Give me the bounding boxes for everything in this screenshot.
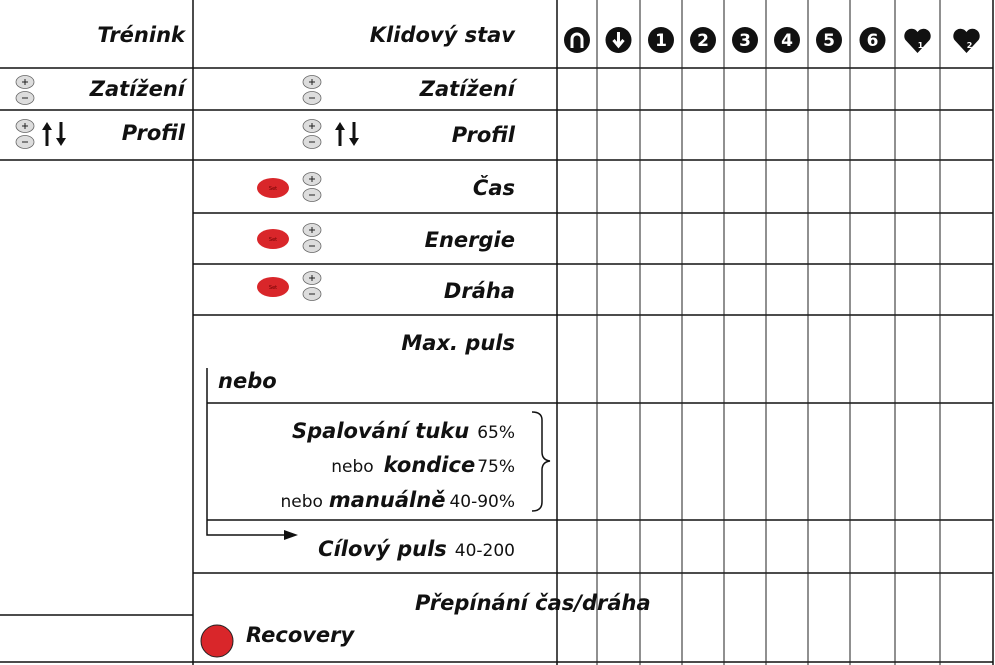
middle-row: Dráha — [444, 279, 515, 303]
arrow-glyph — [612, 32, 625, 49]
header-left: Trénink — [97, 23, 187, 47]
column-lines — [596, 0, 941, 665]
heart-icon — [904, 28, 931, 53]
arrow-icon — [564, 27, 590, 53]
program-number: 4 — [781, 31, 793, 51]
mode-line: nebo kondice 75% — [331, 453, 515, 477]
program-icon — [859, 27, 886, 53]
program-icon — [690, 27, 716, 53]
mode-value: 65% — [477, 423, 515, 443]
program-icon — [774, 27, 800, 53]
program-icon — [648, 27, 674, 53]
mode-name: Spalování tuku — [292, 419, 469, 443]
target-value: 40-200 — [455, 541, 515, 561]
header-middle: Klidový stav — [370, 23, 517, 47]
heart-number: 1 — [918, 41, 924, 50]
heart-number: 2 — [967, 41, 973, 50]
program-number: 3 — [739, 31, 751, 51]
program-icon — [816, 27, 842, 53]
mode-line: nebo manuálně 40-90% — [280, 488, 515, 512]
program-number: 1 — [655, 31, 667, 51]
mode-prefix: nebo — [280, 492, 322, 512]
mode-value: 75% — [477, 457, 515, 477]
mode-name: kondice — [384, 453, 476, 477]
recovery-label: Recovery — [246, 623, 356, 647]
mode-value: 40-90% — [449, 492, 515, 512]
left-row: Zatížení — [89, 77, 188, 101]
set-button: Set — [269, 285, 277, 291]
target-name: Cílový puls — [318, 537, 447, 561]
target-line: Cílový puls 40-200 — [318, 537, 515, 561]
program-icon — [732, 27, 758, 53]
middle-row: Čas — [473, 175, 515, 200]
set-button: Set — [269, 237, 277, 243]
arrow-glyph — [570, 32, 584, 48]
program-number: 6 — [867, 31, 879, 51]
left-row: Profil — [122, 121, 186, 145]
middle-row: Profil — [452, 123, 516, 147]
middle-row: Energie — [425, 228, 515, 252]
header-icons: 1 2 3 4 5 6 1 2 — [564, 27, 980, 53]
mode-name: manuálně — [329, 488, 446, 512]
set-button: Set — [269, 186, 277, 192]
middle-row: Zatížení — [419, 77, 518, 101]
mode-prefix: nebo — [331, 457, 373, 477]
program-number: 5 — [823, 31, 835, 51]
heart-icon — [953, 28, 980, 53]
switch-label: Přepínání čas/dráha — [415, 591, 651, 615]
mode-line: Spalování tuku 65% — [292, 419, 515, 443]
program-number: 2 — [697, 31, 709, 51]
middle-row: Max. puls — [401, 331, 515, 355]
nebo-label: nebo — [218, 369, 277, 393]
